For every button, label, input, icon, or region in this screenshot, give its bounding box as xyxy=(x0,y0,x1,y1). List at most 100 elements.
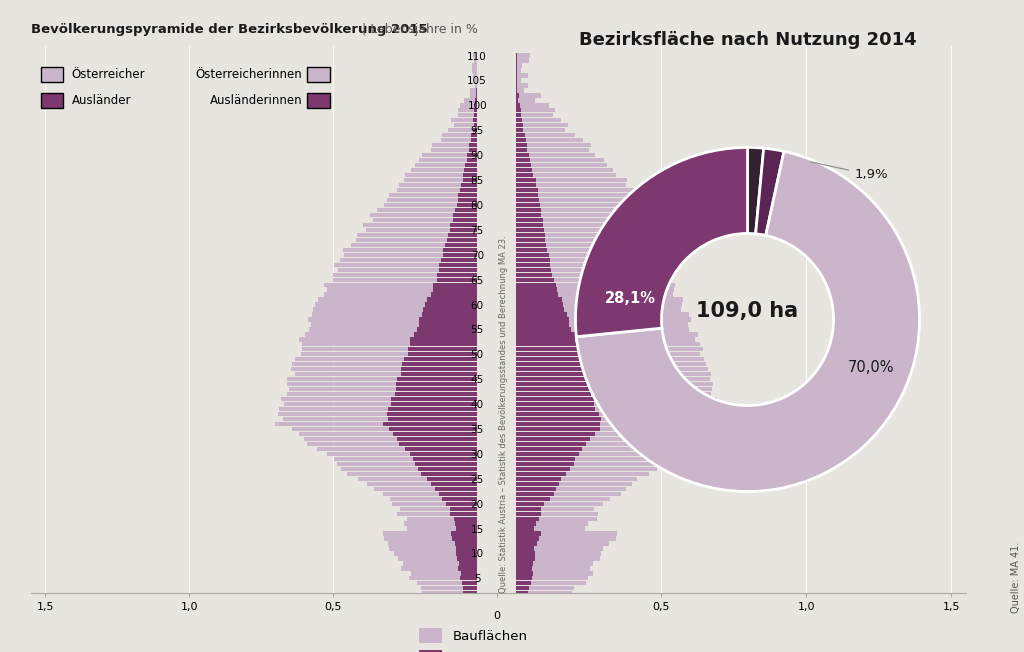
Bar xyxy=(516,516,540,521)
Bar xyxy=(397,377,477,381)
Bar xyxy=(411,571,477,576)
Bar xyxy=(516,467,570,471)
Wedge shape xyxy=(756,148,784,235)
Bar xyxy=(516,442,689,446)
Bar xyxy=(516,312,567,317)
Bar xyxy=(516,153,528,157)
Bar xyxy=(470,93,477,98)
Text: Quelle: Statistik Austria – Statistik des Bevölkerungsstandes und Berechnung MA : Quelle: Statistik Austria – Statistik de… xyxy=(499,235,508,593)
Bar xyxy=(516,522,536,526)
Bar xyxy=(383,422,477,426)
Bar xyxy=(516,133,524,138)
Bar xyxy=(475,103,477,108)
Bar xyxy=(455,522,477,526)
Bar xyxy=(472,128,477,132)
Bar xyxy=(394,552,477,556)
Bar xyxy=(516,307,563,312)
Bar xyxy=(407,526,477,531)
Bar xyxy=(420,158,477,162)
Bar xyxy=(516,437,591,441)
Bar xyxy=(516,108,521,113)
Bar xyxy=(439,267,477,272)
Bar xyxy=(463,178,477,182)
Bar xyxy=(392,501,477,506)
Bar xyxy=(461,183,477,187)
Bar xyxy=(451,531,477,536)
Bar xyxy=(516,163,531,168)
Bar xyxy=(414,333,477,336)
Bar xyxy=(417,327,477,332)
Bar xyxy=(404,447,477,451)
Bar xyxy=(441,258,477,262)
Bar xyxy=(453,213,477,217)
Bar xyxy=(462,581,477,585)
Bar xyxy=(516,93,541,98)
Text: Quelle: MA 41.: Quelle: MA 41. xyxy=(1011,542,1021,613)
Bar xyxy=(419,318,477,321)
Text: Bevölkerungspyramide der Bezirksbevölkerung 2015: Bevölkerungspyramide der Bezirksbevölker… xyxy=(31,23,427,36)
Bar xyxy=(407,516,477,521)
Bar xyxy=(404,522,477,526)
Bar xyxy=(516,561,593,565)
Bar xyxy=(516,173,534,177)
Bar xyxy=(516,556,600,561)
Bar xyxy=(516,233,545,237)
Bar xyxy=(384,537,477,541)
Bar xyxy=(516,218,543,222)
Bar xyxy=(516,442,586,446)
Bar xyxy=(516,482,559,486)
Bar xyxy=(516,158,603,162)
Bar xyxy=(317,447,477,451)
Bar xyxy=(516,407,595,411)
Bar xyxy=(463,586,477,591)
Bar xyxy=(338,267,477,272)
Bar xyxy=(295,372,477,376)
Bar xyxy=(464,591,477,595)
Bar xyxy=(394,392,477,396)
Bar xyxy=(516,581,531,585)
Bar xyxy=(516,457,574,461)
Bar xyxy=(516,552,601,556)
Bar xyxy=(301,352,477,357)
Bar xyxy=(516,471,566,476)
Bar xyxy=(516,318,569,321)
Bar xyxy=(459,193,477,197)
Title: Bezirksfläche nach Nutzung 2014: Bezirksfläche nach Nutzung 2014 xyxy=(579,31,916,49)
Bar xyxy=(465,168,477,172)
Bar xyxy=(414,457,477,461)
Bar xyxy=(433,282,477,287)
Bar xyxy=(516,228,544,232)
Bar xyxy=(516,531,617,536)
Bar xyxy=(516,427,600,431)
Bar xyxy=(447,233,477,237)
Bar xyxy=(516,392,591,396)
Bar xyxy=(516,252,549,257)
Bar xyxy=(516,377,711,381)
Bar xyxy=(464,98,477,102)
Bar xyxy=(457,203,477,207)
Bar xyxy=(516,252,659,257)
Bar xyxy=(516,248,652,252)
Bar xyxy=(391,402,477,406)
Bar xyxy=(516,512,598,516)
Bar xyxy=(516,432,595,436)
Bar xyxy=(516,342,579,346)
Bar xyxy=(516,288,674,291)
Bar xyxy=(410,576,477,580)
Bar xyxy=(417,581,477,585)
Bar xyxy=(452,118,477,123)
Text: Ausländer: Ausländer xyxy=(72,94,131,107)
Bar xyxy=(398,556,477,561)
Bar xyxy=(471,133,477,138)
Bar xyxy=(516,342,700,346)
Bar xyxy=(516,53,530,58)
Bar xyxy=(455,541,477,546)
Bar xyxy=(516,318,691,321)
Bar xyxy=(516,148,527,153)
Bar xyxy=(475,78,477,83)
Bar xyxy=(516,59,517,63)
Bar xyxy=(516,78,520,83)
Bar xyxy=(447,238,477,242)
Bar xyxy=(470,88,477,93)
Bar xyxy=(410,342,477,346)
